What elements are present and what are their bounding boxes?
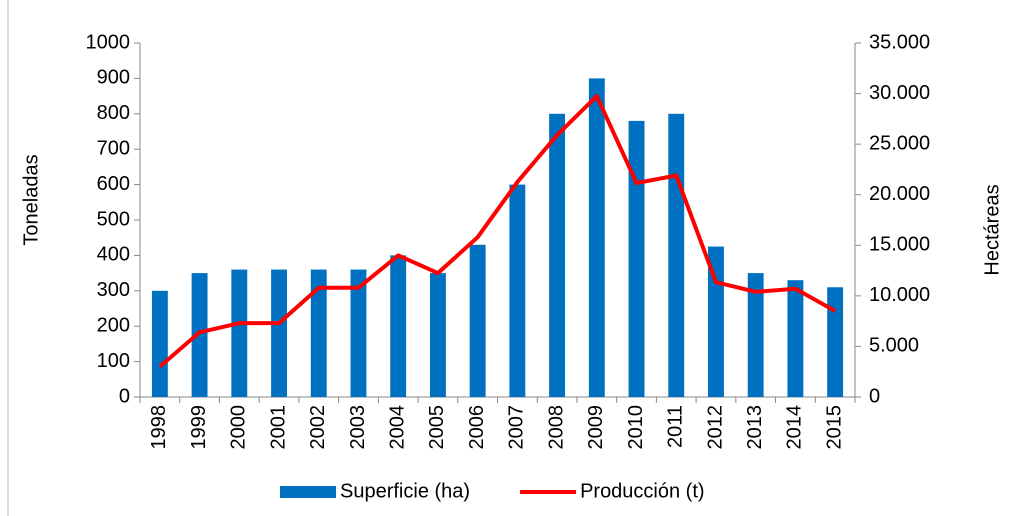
legend-swatch (280, 486, 336, 498)
bar (549, 113, 566, 398)
y2-tick-label: 5.000 (869, 335, 919, 357)
x-tick-label: 2005 (426, 405, 448, 450)
y-tick-label: 600 (97, 173, 130, 195)
bar (271, 269, 287, 397)
bar (747, 273, 764, 397)
y-tick-label: 800 (97, 102, 130, 124)
y2-tick-label: 0 (869, 385, 880, 407)
line (158, 94, 837, 369)
y-tick-label: 700 (97, 137, 130, 159)
bar (429, 273, 446, 397)
x-tick-label: 2009 (585, 405, 607, 450)
x-tick-label: 2011 (665, 405, 687, 448)
x-tick-label: 2007 (506, 405, 528, 450)
y-tick-label: 100 (97, 350, 130, 372)
bar (151, 290, 168, 397)
bar (350, 269, 367, 397)
x-tick-label: 1998 (148, 405, 170, 450)
bar (390, 255, 407, 397)
x-tick-label: 2000 (228, 405, 250, 450)
y2-tick-label: 30.000 (869, 82, 930, 104)
bar (231, 269, 248, 397)
y2-tick-label: 25.000 (869, 132, 930, 154)
y-tick-label: 200 (97, 314, 130, 336)
bar (469, 244, 486, 397)
bar (310, 269, 327, 397)
x-tick-label: 2006 (466, 405, 488, 450)
bar (588, 78, 605, 398)
y-axis-label: Toneladas (20, 154, 42, 245)
x-tick-label: 2002 (307, 405, 329, 450)
x-tick-label: 2008 (545, 405, 567, 450)
bar (827, 287, 844, 397)
y2-tick-label: 15.000 (869, 234, 930, 256)
y-tick-label: 500 (97, 208, 130, 230)
x-tick-label: 2004 (386, 405, 408, 450)
bar (509, 184, 526, 397)
x-tick-label: 2012 (704, 405, 726, 450)
x-tick-label: 2015 (823, 405, 845, 450)
bar (191, 273, 208, 397)
x-tick-label: 2010 (625, 405, 647, 450)
x-tick-label: 2013 (744, 405, 766, 450)
bar (787, 280, 804, 397)
x-tick-label: 2001 (267, 405, 289, 450)
x-tick-label: 2014 (784, 405, 806, 450)
y2-axis-label: Hectáreas (981, 184, 1003, 275)
y2-tick-label: 10.000 (869, 284, 930, 306)
x-tick-label: 2003 (347, 405, 369, 450)
y-tick-label: 400 (97, 244, 130, 266)
y-tick-label: 0 (119, 385, 130, 407)
legend-label: Superficie (ha) (340, 480, 470, 502)
legend-label: Producción (t) (580, 480, 705, 502)
bar (668, 113, 685, 398)
x-tick-label: 1999 (188, 405, 210, 450)
y2-tick-label: 20.000 (869, 183, 930, 205)
bar (628, 120, 645, 397)
y-tick-label: 1000 (86, 31, 131, 53)
y-tick-label: 900 (97, 67, 130, 89)
y-tick-label: 300 (97, 279, 130, 301)
y2-tick-label: 35.000 (869, 31, 930, 53)
